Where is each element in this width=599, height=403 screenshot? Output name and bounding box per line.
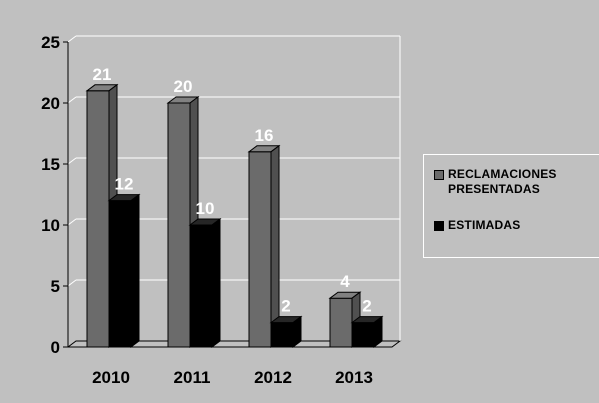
bar-reclamaciones-2012-side xyxy=(270,144,280,348)
data-label-reclamaciones-2010: 21 xyxy=(93,65,112,84)
data-label-reclamaciones-2013: 4 xyxy=(340,272,350,291)
data-label-estimadas-2010: 12 xyxy=(115,175,134,194)
gridline-diag xyxy=(67,35,77,43)
legend-swatch-reclamaciones xyxy=(434,170,444,180)
y-tick-label: 10 xyxy=(41,216,60,235)
x-tick-label-2013: 2013 xyxy=(335,368,373,387)
bar-estimadas-2010-side xyxy=(130,193,140,348)
bar-reclamaciones-2013-front xyxy=(329,297,353,348)
bar-estimadas-2012-side xyxy=(292,315,302,348)
y-tick-label: 0 xyxy=(51,338,60,357)
chart-legend: RECLAMACIONES PRESENTADAS ESTIMADAS xyxy=(423,154,599,258)
data-label-reclamaciones-2012: 16 xyxy=(255,126,274,145)
bar-reclamaciones-2011-front xyxy=(167,102,191,348)
y-tick-label: 25 xyxy=(41,33,60,52)
bar-estimadas-2011-front xyxy=(189,224,213,348)
bar-estimadas-2010-front xyxy=(108,200,132,348)
gridline-diag xyxy=(67,96,77,104)
bar-estimadas-2013-side xyxy=(373,315,383,348)
x-tick-label-2011: 2011 xyxy=(174,368,211,387)
gridline-diag xyxy=(67,279,77,287)
gridline-diag xyxy=(67,157,77,165)
bar-estimadas-2013-front xyxy=(351,322,375,348)
data-label-estimadas-2012: 2 xyxy=(281,297,290,316)
data-label-estimadas-2013: 2 xyxy=(362,297,371,316)
data-label-estimadas-2011: 10 xyxy=(196,199,215,218)
x-tick-label-2012: 2012 xyxy=(254,368,292,387)
legend-item-reclamaciones: RECLAMACIONES PRESENTADAS xyxy=(434,167,557,197)
y-tick-label: 20 xyxy=(41,94,60,113)
bar-estimadas-2012-front xyxy=(270,322,294,348)
legend-label-reclamaciones: RECLAMACIONES PRESENTADAS xyxy=(448,167,557,196)
bar-estimadas-2011-side xyxy=(211,218,221,348)
data-label-reclamaciones-2011: 20 xyxy=(174,77,193,96)
y-tick-label: 5 xyxy=(51,277,60,296)
bar-reclamaciones-2010-front xyxy=(86,90,110,348)
gridline-diag xyxy=(67,218,77,226)
x-tick-label-2010: 2010 xyxy=(92,368,130,387)
y-tick-label: 15 xyxy=(41,155,60,174)
legend-swatch-estimadas xyxy=(434,221,444,231)
legend-item-estimadas: ESTIMADAS xyxy=(434,218,520,233)
legend-label-estimadas: ESTIMADAS xyxy=(448,218,521,232)
bar-reclamaciones-2012-front xyxy=(248,151,272,348)
